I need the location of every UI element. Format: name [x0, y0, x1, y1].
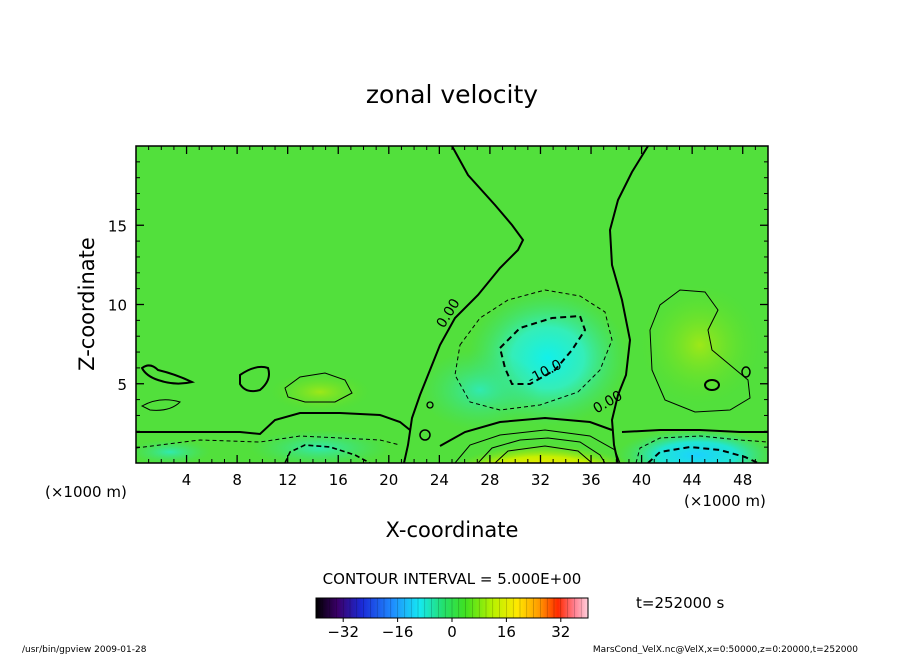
colorbar-tick-label: −32	[327, 623, 359, 641]
y-tick-label: 15	[108, 217, 127, 235]
field-east-lobe	[640, 285, 760, 405]
x-tick-label: 16	[329, 471, 348, 489]
x-tick-label: 32	[531, 471, 550, 489]
x-units-right: (×1000 m)	[684, 492, 766, 510]
contour-neg-10	[498, 314, 587, 385]
x-tick-label: 40	[632, 471, 651, 489]
y-tick-label: 10	[108, 297, 127, 315]
footer-left: /usr/bin/gpview 2009-01-28	[22, 645, 147, 654]
contour-zero-low	[136, 412, 411, 436]
colorbar-stripes	[315, 598, 589, 618]
colorbar-ticks: −32 −16 0 16 32	[327, 618, 570, 641]
colorbar-tick-label: 0	[447, 623, 457, 641]
contour-small-loop-1	[704, 379, 720, 391]
x-tick-label: 28	[480, 471, 499, 489]
footer-right: MarsCond_VelX.nc@VelX,x=0:50000,z=0:2000…	[593, 645, 858, 654]
y-axis-label: Z-coordinate	[75, 237, 99, 371]
x-tick-label: 24	[430, 471, 449, 489]
x-tick-label: 48	[733, 471, 752, 489]
field-west-lobe	[270, 372, 370, 412]
x-tick-label: 4	[182, 471, 192, 489]
y-tick-label: 5	[117, 376, 127, 394]
contour-neg-east-10	[647, 445, 759, 463]
colorbar-tick-label: 16	[497, 623, 516, 641]
field-negative-west	[250, 430, 390, 463]
time-stamp: t=252000 s	[636, 594, 724, 612]
field-positive-jet	[448, 423, 638, 463]
x-axis-label: X-coordinate	[386, 518, 519, 542]
contour-zero-east	[608, 146, 649, 463]
colorbar: −32 −16 0 16 32	[315, 597, 589, 641]
contour-small-loop-4	[426, 401, 434, 409]
contour-pos-west	[284, 372, 353, 403]
x-units-left: (×1000 m)	[45, 483, 127, 501]
contour-neg-west-10	[284, 444, 371, 463]
chart-title: zonal velocity	[366, 80, 538, 109]
contour-neg-west-5	[136, 435, 401, 449]
contour-pos-15	[494, 445, 593, 463]
x-tick-label: 12	[278, 471, 297, 489]
contour-zero-blob-1	[140, 364, 196, 385]
x-tick-label: 8	[232, 471, 242, 489]
contours	[136, 146, 768, 463]
field-light-region	[420, 350, 540, 430]
contour-interval: CONTOUR INTERVAL = 5.000E+00	[323, 570, 582, 588]
contour-pos-10	[477, 437, 606, 463]
contour-neg-east-5	[635, 435, 768, 463]
x-tick-label: 44	[683, 471, 702, 489]
x-tick-label: 20	[379, 471, 398, 489]
x-tick-label: 36	[581, 471, 600, 489]
contour-pos-east	[649, 289, 751, 413]
contour-zero-west	[403, 146, 525, 463]
contour-small-loop-3	[419, 429, 431, 441]
contour-zero-mid	[439, 416, 613, 447]
contour-neg-5	[454, 289, 613, 411]
contour-small-loop-2	[741, 366, 751, 378]
field-negative-east	[617, 424, 768, 463]
heatmap-field	[136, 146, 768, 463]
contour-zero-right	[621, 429, 768, 433]
field-negative-far-west	[136, 440, 210, 463]
colorbar-tick-label: −16	[382, 623, 414, 641]
contour-pos-far-west	[140, 399, 181, 411]
contour-pos-5	[454, 429, 621, 463]
contour-zero-blob-2	[239, 365, 270, 393]
colorbar-tick-label: 32	[551, 623, 570, 641]
